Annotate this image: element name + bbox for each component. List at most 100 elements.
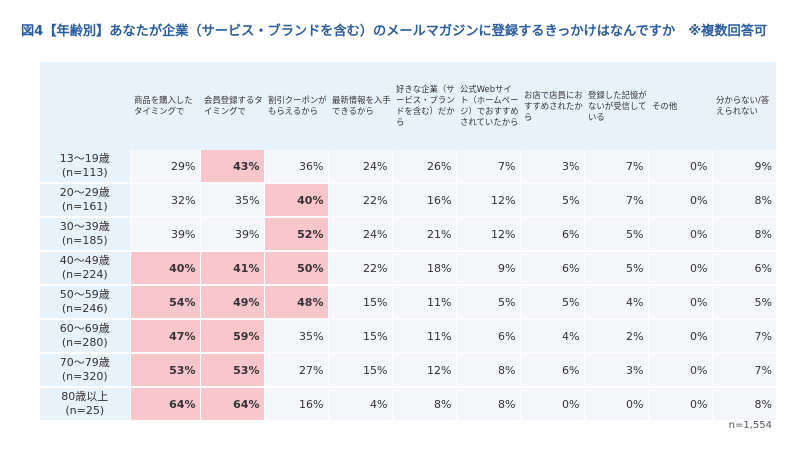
value-cell: 24% xyxy=(327,150,392,183)
value-cell: 4% xyxy=(583,284,648,319)
value-cell: 5% xyxy=(583,250,648,285)
column-header: お店で店員におすすめされたから xyxy=(524,89,583,122)
column-header: 割引クーポンがもらえるから xyxy=(268,95,327,116)
value-cell: 27% xyxy=(263,352,328,387)
value-cell: 8% xyxy=(711,216,776,251)
column-header: 会員登録するタイミングで xyxy=(204,95,263,116)
table-row: 20～29歳 (n=161) 32% 35% 40% 22% 16% 12% 5% 7% 0% 8% xyxy=(40,182,776,217)
value-cell: 15% xyxy=(327,318,392,353)
age-group-label: 70～79歳 (n=320) xyxy=(40,352,130,387)
value-cell: 0% xyxy=(647,284,712,319)
value-cell: 18% xyxy=(391,250,456,285)
value-cell: 49% xyxy=(199,284,264,319)
column-header: 登録した記憶がないが受信している xyxy=(588,89,647,122)
value-cell: 0% xyxy=(647,352,712,387)
value-cell: 7% xyxy=(455,150,520,183)
value-cell: 11% xyxy=(391,318,456,353)
value-cell: 5% xyxy=(519,284,584,319)
value-cell: 59% xyxy=(199,318,264,353)
value-cell: 24% xyxy=(327,216,392,251)
value-cell: 4% xyxy=(519,318,584,353)
table-body: 13～19歳 (n=113) 29% 43% 36% 24% 26% 7% 3% 7% 0% 9% 2… xyxy=(40,150,776,420)
value-cell: 0% xyxy=(583,386,648,420)
value-cell: 48% xyxy=(263,284,328,319)
value-cell: 36% xyxy=(263,150,328,183)
value-cell: 3% xyxy=(519,150,584,183)
value-cell: 47% xyxy=(129,318,200,353)
value-cell: 6% xyxy=(455,318,520,353)
value-cell: 5% xyxy=(455,284,520,319)
value-cell: 0% xyxy=(647,318,712,353)
value-cell: 6% xyxy=(711,250,776,285)
column-header: 最新情報を入手できるから xyxy=(332,95,391,116)
age-group-label: 20～29歳 (n=161) xyxy=(40,182,130,217)
value-cell: 5% xyxy=(519,182,584,217)
table-row: 70～79歳 (n=320) 53% 53% 27% 15% 12% 8% 6% 3% 0% 7% xyxy=(40,352,776,387)
value-cell: 7% xyxy=(583,182,648,217)
value-cell: 15% xyxy=(327,284,392,319)
value-cell: 8% xyxy=(391,386,456,420)
value-cell: 8% xyxy=(711,386,776,420)
table-row: 30～39歳 (n=185) 39% 39% 52% 24% 21% 12% 6% 5% 0% 8% xyxy=(40,216,776,251)
value-cell: 26% xyxy=(391,150,456,183)
value-cell: 39% xyxy=(129,216,200,251)
value-cell: 32% xyxy=(129,182,200,217)
value-cell: 53% xyxy=(199,352,264,387)
value-cell: 16% xyxy=(391,182,456,217)
value-cell: 3% xyxy=(583,352,648,387)
age-group-label: 30～39歳 (n=185) xyxy=(40,216,130,251)
value-cell: 50% xyxy=(263,250,328,285)
column-header: 商品を購入したタイミングで xyxy=(134,95,193,116)
age-group-label: 13～19歳 (n=113) xyxy=(40,150,130,183)
value-cell: 22% xyxy=(327,182,392,217)
column-header: 分からない/答えられない xyxy=(716,95,770,116)
header-row: 商品を購入したタイミングで 会員登録するタイミングで 割引クーポンがもらえるから 最新… xyxy=(40,62,776,150)
table-header: 商品を購入したタイミングで 会員登録するタイミングで 割引クーポンがもらえるから 最新… xyxy=(40,62,776,150)
table-row: 80歳以上 (n=25) 64% 64% 16% 4% 8% 8% 0% 0% 0% 8% xyxy=(40,386,776,420)
value-cell: 7% xyxy=(583,150,648,183)
value-cell: 7% xyxy=(711,318,776,353)
value-cell: 12% xyxy=(455,182,520,217)
value-cell: 6% xyxy=(519,352,584,387)
value-cell: 0% xyxy=(647,386,712,420)
value-cell: 6% xyxy=(519,216,584,251)
value-cell: 11% xyxy=(391,284,456,319)
value-cell: 64% xyxy=(199,386,264,420)
value-cell: 64% xyxy=(129,386,200,420)
value-cell: 35% xyxy=(199,182,264,217)
age-group-label: 40～49歳 (n=224) xyxy=(40,250,130,285)
value-cell: 52% xyxy=(263,216,328,251)
value-cell: 0% xyxy=(519,386,584,420)
column-header: その他 xyxy=(652,100,678,111)
age-group-label: 80歳以上 (n=25) xyxy=(40,386,130,420)
age-group-label: 60～69歳 (n=280) xyxy=(40,318,130,353)
value-cell: 40% xyxy=(263,182,328,217)
value-cell: 6% xyxy=(519,250,584,285)
value-cell: 35% xyxy=(263,318,328,353)
age-group-label: 50～59歳 (n=246) xyxy=(40,284,130,319)
table-row: 50～59歳 (n=246) 54% 49% 48% 15% 11% 5% 5% 4% 0% 5% xyxy=(40,284,776,319)
value-cell: 41% xyxy=(199,250,264,285)
value-cell: 8% xyxy=(711,182,776,217)
value-cell: 0% xyxy=(647,150,712,183)
sample-size-note: n=1,554 xyxy=(728,420,772,431)
value-cell: 39% xyxy=(199,216,264,251)
value-cell: 0% xyxy=(647,182,712,217)
value-cell: 0% xyxy=(647,216,712,251)
results-table: 商品を購入したタイミングで 会員登録するタイミングで 割引クーポンがもらえるから 最新… xyxy=(40,62,776,420)
value-cell: 53% xyxy=(129,352,200,387)
value-cell: 29% xyxy=(129,150,200,183)
value-cell: 4% xyxy=(327,386,392,420)
value-cell: 22% xyxy=(327,250,392,285)
value-cell: 9% xyxy=(711,150,776,183)
value-cell: 40% xyxy=(129,250,200,285)
value-cell: 0% xyxy=(647,250,712,285)
header-corner xyxy=(40,62,130,150)
value-cell: 16% xyxy=(263,386,328,420)
value-cell: 12% xyxy=(455,216,520,251)
value-cell: 8% xyxy=(455,352,520,387)
value-cell: 12% xyxy=(391,352,456,387)
value-cell: 54% xyxy=(129,284,200,319)
column-header: 公式Webサイト（ホームページ）でおすすめされていたから xyxy=(460,84,519,127)
value-cell: 7% xyxy=(711,352,776,387)
